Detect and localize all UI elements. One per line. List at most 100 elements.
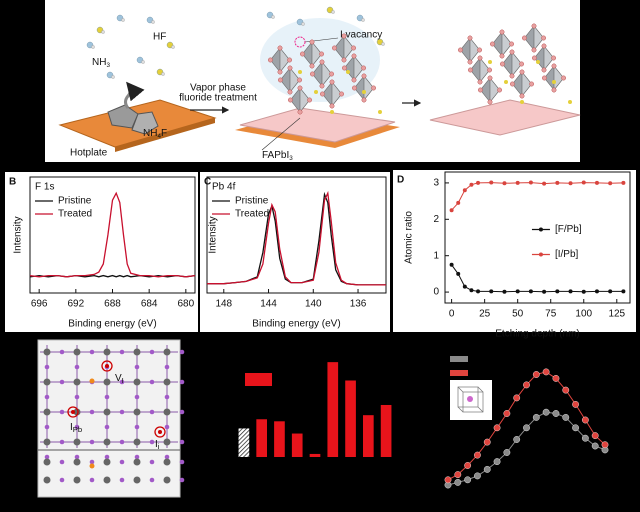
molecule-h (301, 22, 305, 26)
iodide (319, 91, 325, 97)
iodide (104, 424, 110, 430)
octahedron-face (289, 67, 300, 93)
molecule-h (141, 60, 145, 64)
label-hotplate: Hotplate (70, 148, 108, 159)
iodide (497, 87, 503, 93)
label-interstitial-main: I (155, 439, 158, 450)
iodide (297, 109, 303, 115)
x-tick-label: 692 (67, 299, 84, 310)
defect (158, 430, 162, 434)
lead (163, 458, 171, 466)
point (528, 180, 533, 185)
iodide (509, 49, 515, 55)
lead (133, 438, 141, 446)
label-nh4f: NH4F (143, 128, 167, 140)
x-tick-label: 136 (350, 299, 367, 310)
label-fapbi3-main: FAPbI (262, 150, 289, 161)
defect-ring (101, 360, 113, 372)
iodide (74, 394, 80, 400)
cation (568, 100, 572, 104)
legend-label: [I/Pb] (555, 249, 579, 260)
point (555, 180, 560, 185)
iodide (351, 77, 357, 83)
legend-swatch (450, 370, 468, 376)
iodide (89, 439, 95, 445)
point (555, 289, 560, 294)
bar (274, 421, 285, 457)
point (621, 180, 626, 185)
fluoride (89, 463, 95, 469)
point (608, 289, 613, 294)
octahedron-face (279, 47, 290, 73)
point (493, 424, 501, 432)
iodide (59, 459, 65, 465)
cation (504, 80, 508, 84)
iodide (339, 91, 345, 97)
iodide (509, 73, 515, 79)
point (523, 381, 530, 389)
point (469, 288, 474, 293)
label-hf: HF (153, 32, 166, 43)
iodide (531, 47, 537, 53)
point (542, 408, 550, 416)
iodide (164, 424, 170, 430)
iodide (309, 63, 315, 69)
lead (163, 476, 171, 484)
cation (346, 70, 350, 74)
iodide (89, 477, 95, 483)
lead (163, 348, 171, 356)
label-antisite-sub: Pb (73, 425, 82, 434)
chart-panel (200, 172, 390, 332)
octahedron-face (331, 81, 342, 107)
x-tick-label: 0 (449, 309, 455, 320)
x-tick-label: 684 (141, 299, 158, 310)
point (621, 289, 626, 294)
octahedron-face (553, 65, 564, 91)
iodide (487, 67, 493, 73)
series-line (451, 182, 624, 211)
x-axis-label: Etching depth (nm) (495, 329, 580, 340)
point (542, 289, 547, 294)
iodide (104, 394, 110, 400)
iodide (89, 349, 95, 355)
point (464, 476, 472, 484)
iodide (44, 364, 50, 370)
legend-label: [F/Pb] (555, 224, 582, 235)
point (503, 449, 511, 456)
x-tick-label: 680 (177, 299, 194, 310)
molecule-h (271, 15, 275, 19)
iodide (509, 81, 515, 87)
iodide (164, 454, 170, 460)
y-axis-label: Intensity (208, 216, 219, 253)
iodide (551, 63, 557, 69)
iodide (541, 75, 547, 81)
iodide (277, 45, 283, 51)
point (591, 432, 599, 439)
point (568, 181, 573, 186)
chart-title: F 1s (35, 182, 54, 193)
point (568, 289, 573, 294)
iodide (134, 394, 140, 400)
label-nh4f-tail: F (161, 128, 167, 139)
point (532, 371, 540, 378)
x-tick-label: 100 (575, 309, 592, 320)
label-vacancy-defect-sub: I (122, 376, 124, 385)
iodide (477, 47, 483, 53)
chart-panel (393, 170, 636, 332)
iodide (149, 477, 155, 483)
panel-label: D (397, 175, 404, 186)
bar (363, 415, 374, 457)
x-axis-label: Binding energy (eV) (68, 319, 156, 330)
iodide (519, 93, 525, 99)
point (469, 182, 474, 187)
point (454, 478, 462, 486)
iodide (331, 45, 337, 51)
iodide (541, 43, 547, 49)
legend-label: Treated (235, 209, 269, 220)
iodide (59, 439, 65, 445)
iodide (297, 85, 303, 91)
octahedron-face (511, 51, 522, 77)
iodide (529, 81, 535, 87)
iodide (519, 61, 525, 67)
